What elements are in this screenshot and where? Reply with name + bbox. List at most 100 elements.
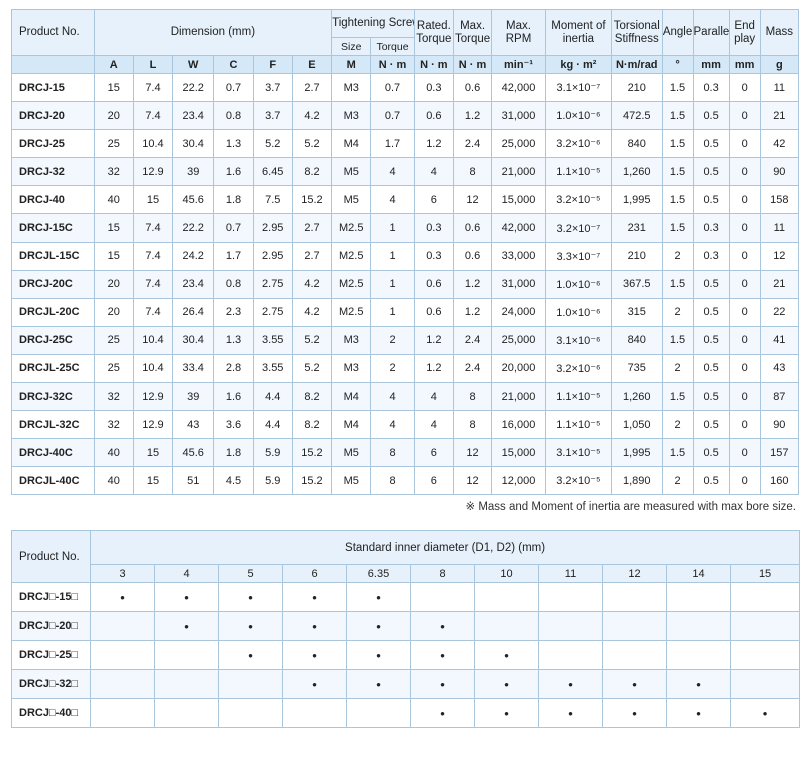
spec-row: DRCJ-15C 15 7.4 22.2 0.7 2.95 2.7 M2.5 1 0.3 0.6 42… [11, 213, 800, 243]
spec-cell: 1.2 [452, 101, 493, 131]
spec-cell: 1 [370, 213, 415, 243]
spec-cell: 1.2 [452, 269, 493, 299]
availability-cell: • [666, 669, 731, 699]
diameter-row: DRCJ□-20□ • • • • • [11, 611, 801, 641]
spec-cell: 7.4 [132, 297, 174, 327]
spec-cell: 23.4 [172, 101, 215, 131]
availability-dot: • [184, 618, 189, 634]
spec-cell: 0.6 [452, 72, 493, 103]
product-no-cell: DRCJ-40C [11, 438, 95, 468]
spec-cell: 15,000 [491, 185, 546, 215]
spec-cell: 1.3 [213, 325, 254, 355]
spec-cell: 4.2 [291, 297, 333, 327]
availability-dot: • [632, 676, 637, 692]
spec-cell: 0.3 [413, 213, 454, 243]
spec-cell: 0.3 [692, 72, 730, 103]
spec-cell: 0 [728, 466, 761, 496]
availability-cell: • [346, 582, 411, 612]
angle-header: Angle [661, 9, 694, 56]
spec-cell: 2 [661, 241, 694, 271]
diameter-value-header: 5 [218, 564, 283, 583]
spec-cell: 15.2 [291, 185, 333, 215]
spec-cell: 6.45 [252, 157, 293, 187]
spec-cell: 2.4 [452, 325, 493, 355]
spec-cell: 1.7 [213, 241, 254, 271]
spec-cell: 1.5 [661, 269, 694, 299]
spec-cell: 30.4 [172, 129, 215, 159]
spec-cell: 3.6 [213, 410, 254, 440]
spec-cell: 0 [728, 129, 761, 159]
spec-cell: 1.5 [661, 213, 694, 243]
spec-cell: 5.9 [252, 466, 293, 496]
letter-w: W [172, 55, 215, 74]
availability-cell [474, 582, 539, 612]
spec-cell: 5.2 [252, 129, 293, 159]
spec-cell: 1.8 [213, 438, 254, 468]
spec-cell: 1,890 [610, 466, 663, 496]
spec-cell: 0.5 [692, 185, 730, 215]
availability-cell [666, 582, 731, 612]
spec-cell: 5.9 [252, 438, 293, 468]
availability-dot: • [696, 676, 701, 692]
spec-cell: 3.55 [252, 325, 293, 355]
spec-cell: 7.4 [132, 72, 174, 103]
letter-e: E [291, 55, 333, 74]
spec-cell: 0 [728, 325, 761, 355]
spec-cell: 0 [728, 297, 761, 327]
spec-cell: 1.5 [661, 101, 694, 131]
availability-dot: • [568, 705, 573, 721]
spec-cell: 90 [759, 157, 800, 187]
product-no-cell: DRCJ-20 [11, 101, 95, 131]
spec-cell: 4.4 [252, 382, 293, 412]
spec-cell: 1.6 [213, 157, 254, 187]
availability-cell [666, 611, 731, 641]
availability-cell: • [346, 669, 411, 699]
max-rpm-header: Max. RPM [491, 9, 546, 56]
max-torque-header: Max. Torque [452, 9, 493, 56]
spec-cell: 5.2 [291, 129, 333, 159]
spec-cell: 7.4 [132, 269, 174, 299]
spec-cell: 33,000 [491, 241, 546, 271]
spec-cell: M5 [331, 438, 372, 468]
availability-cell [729, 611, 801, 641]
spec-cell: 2.4 [452, 129, 493, 159]
spec-row: DRCJL-15C 15 7.4 24.2 1.7 2.95 2.7 M2.5 1 0.3 0.6 3… [11, 241, 800, 271]
product-no-cell: DRCJL-32C [11, 410, 95, 440]
unit-rated-torque: N · m [413, 55, 454, 74]
availability-cell: • [410, 611, 475, 641]
spec-cell: 0 [728, 157, 761, 187]
torsional-stiffness-header: Torsional Stiffness [610, 9, 663, 56]
product-no-cell: DRCJL-20C [11, 297, 95, 327]
availability-cell [154, 669, 219, 699]
spec-cell: 2.7 [291, 72, 333, 103]
spec-cell: 11 [759, 72, 800, 103]
spec-cell: 4 [413, 382, 454, 412]
spec-cell: 0.6 [452, 241, 493, 271]
availability-cell [218, 698, 283, 728]
availability-dot: • [376, 589, 381, 605]
availability-dot: • [440, 705, 445, 721]
availability-dot: • [504, 676, 509, 692]
spec-cell: 3.2×10⁻⁵ [544, 466, 612, 496]
spec-cell: 12,000 [491, 466, 546, 496]
measurement-note: ※ Mass and Moment of inertia are measure… [465, 501, 797, 513]
spec-row: DRCJ-15 15 7.4 22.2 0.7 3.7 2.7 M3 0.7 0.3 0.6 42,0… [11, 72, 800, 103]
spec-cell: 0 [728, 438, 761, 468]
spec-cell: 4 [370, 185, 415, 215]
spec-cell: 3.2×10⁻⁶ [544, 129, 612, 159]
availability-dot: • [248, 647, 253, 663]
spec-cell: 43 [172, 410, 215, 440]
availability-dot: • [696, 705, 701, 721]
unit-angle: ° [661, 55, 694, 74]
spec-cell: 3.2×10⁻⁷ [544, 213, 612, 243]
spec-cell: 51 [172, 466, 215, 496]
diameter-value-header: 14 [666, 564, 731, 583]
product-no-cell: DRCJL-25C [11, 353, 95, 384]
availability-dot: • [440, 618, 445, 634]
spec-cell: 24.2 [172, 241, 215, 271]
spec-cell: 735 [610, 353, 663, 384]
spec-cell: 0.5 [692, 157, 730, 187]
diameter-row: DRCJ□-32□ • • • • • • • [11, 669, 801, 699]
spec-cell: M4 [331, 129, 372, 159]
spec-cell: 12 [452, 438, 493, 468]
